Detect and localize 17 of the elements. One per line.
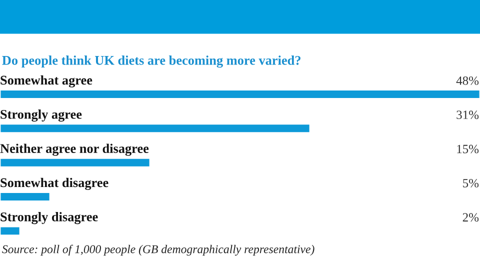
y-tick-label: Strongly agree	[0, 110, 82, 122]
y-tick-label: Neither agree nor disagree	[0, 144, 149, 156]
y-tick-label: Somewhat disagree	[0, 178, 108, 190]
bar	[0, 192, 51, 202]
data-label: 48%	[456, 76, 479, 85]
bar	[0, 226, 21, 236]
data-label: 5%	[463, 178, 479, 188]
data-label: 15%	[457, 144, 479, 154]
bar	[0, 89, 480, 100]
y-tick-label: Strongly disagree	[0, 212, 98, 224]
chart-title: Do people think UK diets are becoming more varied?	[2, 56, 300, 68]
bar	[0, 123, 311, 134]
data-label: 2%	[462, 213, 479, 222]
bar	[0, 157, 151, 168]
y-tick-label: Somewhat agree	[0, 75, 92, 88]
data-label: 31%	[456, 110, 479, 120]
source-note: Source: poll of 1,000 people (GB demographically representative)	[2, 244, 314, 256]
